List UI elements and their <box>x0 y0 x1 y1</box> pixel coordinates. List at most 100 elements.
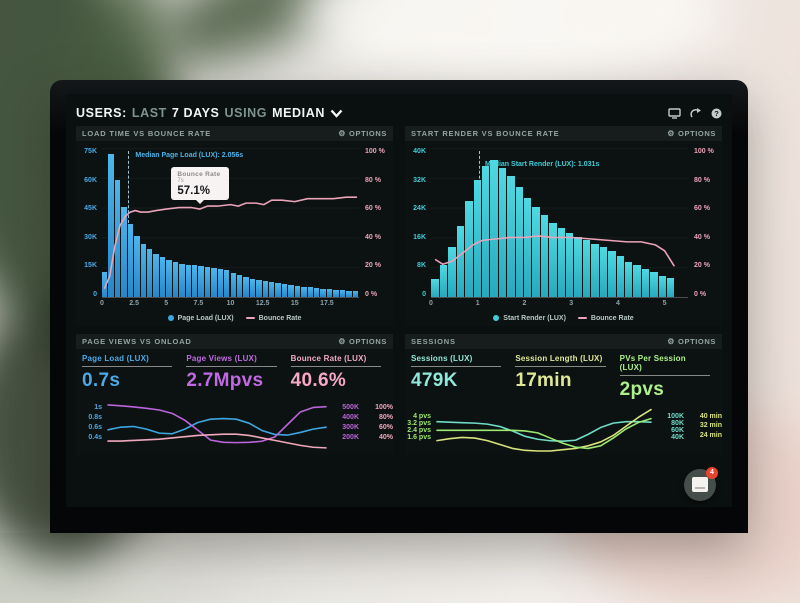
bar <box>243 276 249 297</box>
axis-label: 0.6s <box>88 424 102 431</box>
bar <box>127 224 134 297</box>
bar <box>557 227 566 297</box>
x-tick-label: 17.5 <box>320 300 334 307</box>
x-tick-label: 3 <box>569 300 574 307</box>
x-tick-label: 12.5 <box>255 300 270 307</box>
panel-title: PAGE VIEWS VS ONLOAD <box>82 337 192 346</box>
axis-label: 200K <box>342 434 359 441</box>
axis-label: 0 <box>93 290 97 298</box>
axis-label: 0.4s <box>88 434 102 441</box>
bar <box>540 215 549 297</box>
plot-area[interactable] <box>108 398 326 451</box>
bar <box>172 261 179 297</box>
bar <box>108 153 114 297</box>
bar <box>281 283 288 297</box>
bar <box>211 268 217 297</box>
legend-dot-icon <box>493 315 500 321</box>
x-tick-label: 7.5 <box>193 300 204 307</box>
plot-area[interactable]: Median Page Load (LUX): 2.056s Bounce Ra… <box>102 148 359 298</box>
bar <box>217 269 224 297</box>
bar <box>439 265 448 297</box>
bar <box>153 254 159 297</box>
bar <box>566 233 574 297</box>
axis-label: 2.4 pvs <box>407 427 431 434</box>
axis-label: 32 min <box>699 422 722 430</box>
y-axis-right: 100 % 80 % 60 % 40 % 20 % 0 % <box>359 148 393 298</box>
svg-text:?: ? <box>714 109 719 118</box>
tooltip-sub: 7s <box>177 178 184 185</box>
median-marker-line <box>128 150 130 297</box>
x-tick-label: 0 <box>429 300 433 307</box>
bar <box>352 291 358 297</box>
chart-legend: Start Render (LUX) Bounce Rate <box>405 310 722 326</box>
bar <box>498 167 507 297</box>
gear-icon: ⚙ <box>667 336 676 346</box>
bar <box>633 265 641 297</box>
bar <box>333 289 339 297</box>
dashboard-title-dropdown[interactable]: USERS: LAST 7 DAYS USING MEDIAN <box>76 106 343 120</box>
metric-pvs-per-session: PVs Per Session (LUX) 2pvs <box>619 354 716 401</box>
axis-label: 40 % <box>694 233 710 241</box>
bar <box>224 270 230 297</box>
options-button[interactable]: ⚙ OPTIONS <box>667 336 716 346</box>
panel-sessions: SESSIONS ⚙ OPTIONS Sessions (LUX) 479K Se… <box>405 334 722 455</box>
bar <box>314 288 320 297</box>
axis-label: 40K <box>671 434 684 441</box>
bar <box>230 273 236 297</box>
axis-label: 40 % <box>365 233 381 241</box>
title-word: USERS: <box>76 106 127 120</box>
chart-tooltip: Bounce Rate 7s 57.1% <box>171 167 230 205</box>
x-tick-label: 0 <box>100 300 104 307</box>
bar <box>288 284 294 297</box>
bar <box>146 249 153 297</box>
bar <box>532 206 540 297</box>
bar <box>346 290 352 297</box>
bar <box>666 277 675 297</box>
median-annotation: Median Start Render (LUX): 1.031s <box>484 161 600 169</box>
metrics-row: Sessions (LUX) 479K Session Length (LUX)… <box>405 349 722 405</box>
bar <box>326 289 333 297</box>
bar <box>301 286 307 297</box>
median-annotation: Median Page Load (LUX): 2.056s <box>135 152 244 160</box>
bar <box>102 272 108 297</box>
axis-label: 8K <box>417 262 426 270</box>
chat-widget-button[interactable]: 4 <box>684 467 718 501</box>
options-button[interactable]: ⚙ OPTIONS <box>338 128 387 138</box>
axis-label: 80K <box>671 420 684 427</box>
options-button[interactable]: ⚙ OPTIONS <box>338 336 387 346</box>
panel-title: START RENDER VS BOUNCE RATE <box>411 129 560 138</box>
title-word: LAST <box>131 106 167 120</box>
axis-label: 60 % <box>365 205 381 213</box>
wall-highlight <box>300 0 720 80</box>
gear-icon: ⚙ <box>338 128 347 138</box>
panel-title: LOAD TIME VS BOUNCE RATE <box>82 129 212 138</box>
axis-label: 100% <box>375 404 393 411</box>
bar <box>114 180 121 297</box>
axis-label: 500K <box>342 404 359 411</box>
laptop-screen: USERS: LAST 7 DAYS USING MEDIAN ? LOAD T… <box>50 80 748 533</box>
share-icon[interactable] <box>690 107 702 119</box>
metric-page-views: Page Views (LUX) 2.7Mpvs <box>186 354 282 392</box>
x-axis: 0 2.5 5 7.5 10 12.5 15 17.5 <box>100 298 359 310</box>
x-tick-label: 2 <box>522 300 527 307</box>
bar <box>599 247 608 297</box>
metrics-row: Page Load (LUX) 0.7s Page Views (LUX) 2.… <box>76 349 393 396</box>
help-icon[interactable]: ? <box>711 108 722 119</box>
panel-title: SESSIONS <box>411 337 456 346</box>
monitor-icon[interactable] <box>668 107 681 119</box>
axis-label: 32K <box>413 176 426 184</box>
axis-label: 30K <box>84 233 97 241</box>
bar <box>191 265 198 297</box>
plot-area[interactable] <box>437 407 651 451</box>
axis-label: 60% <box>378 424 393 431</box>
axis-label: 300K <box>342 424 359 431</box>
axis-label: 45K <box>84 205 97 213</box>
metric-bounce-rate: Bounce Rate (LUX) 40.6% <box>290 354 387 392</box>
bar <box>339 290 346 297</box>
plot-area[interactable]: Median Start Render (LUX): 1.031s <box>431 148 688 298</box>
legend-line-icon <box>577 317 587 319</box>
bar <box>134 235 140 297</box>
axis-label: 40% <box>378 434 393 441</box>
options-button[interactable]: ⚙ OPTIONS <box>667 128 716 138</box>
bar <box>269 281 275 297</box>
